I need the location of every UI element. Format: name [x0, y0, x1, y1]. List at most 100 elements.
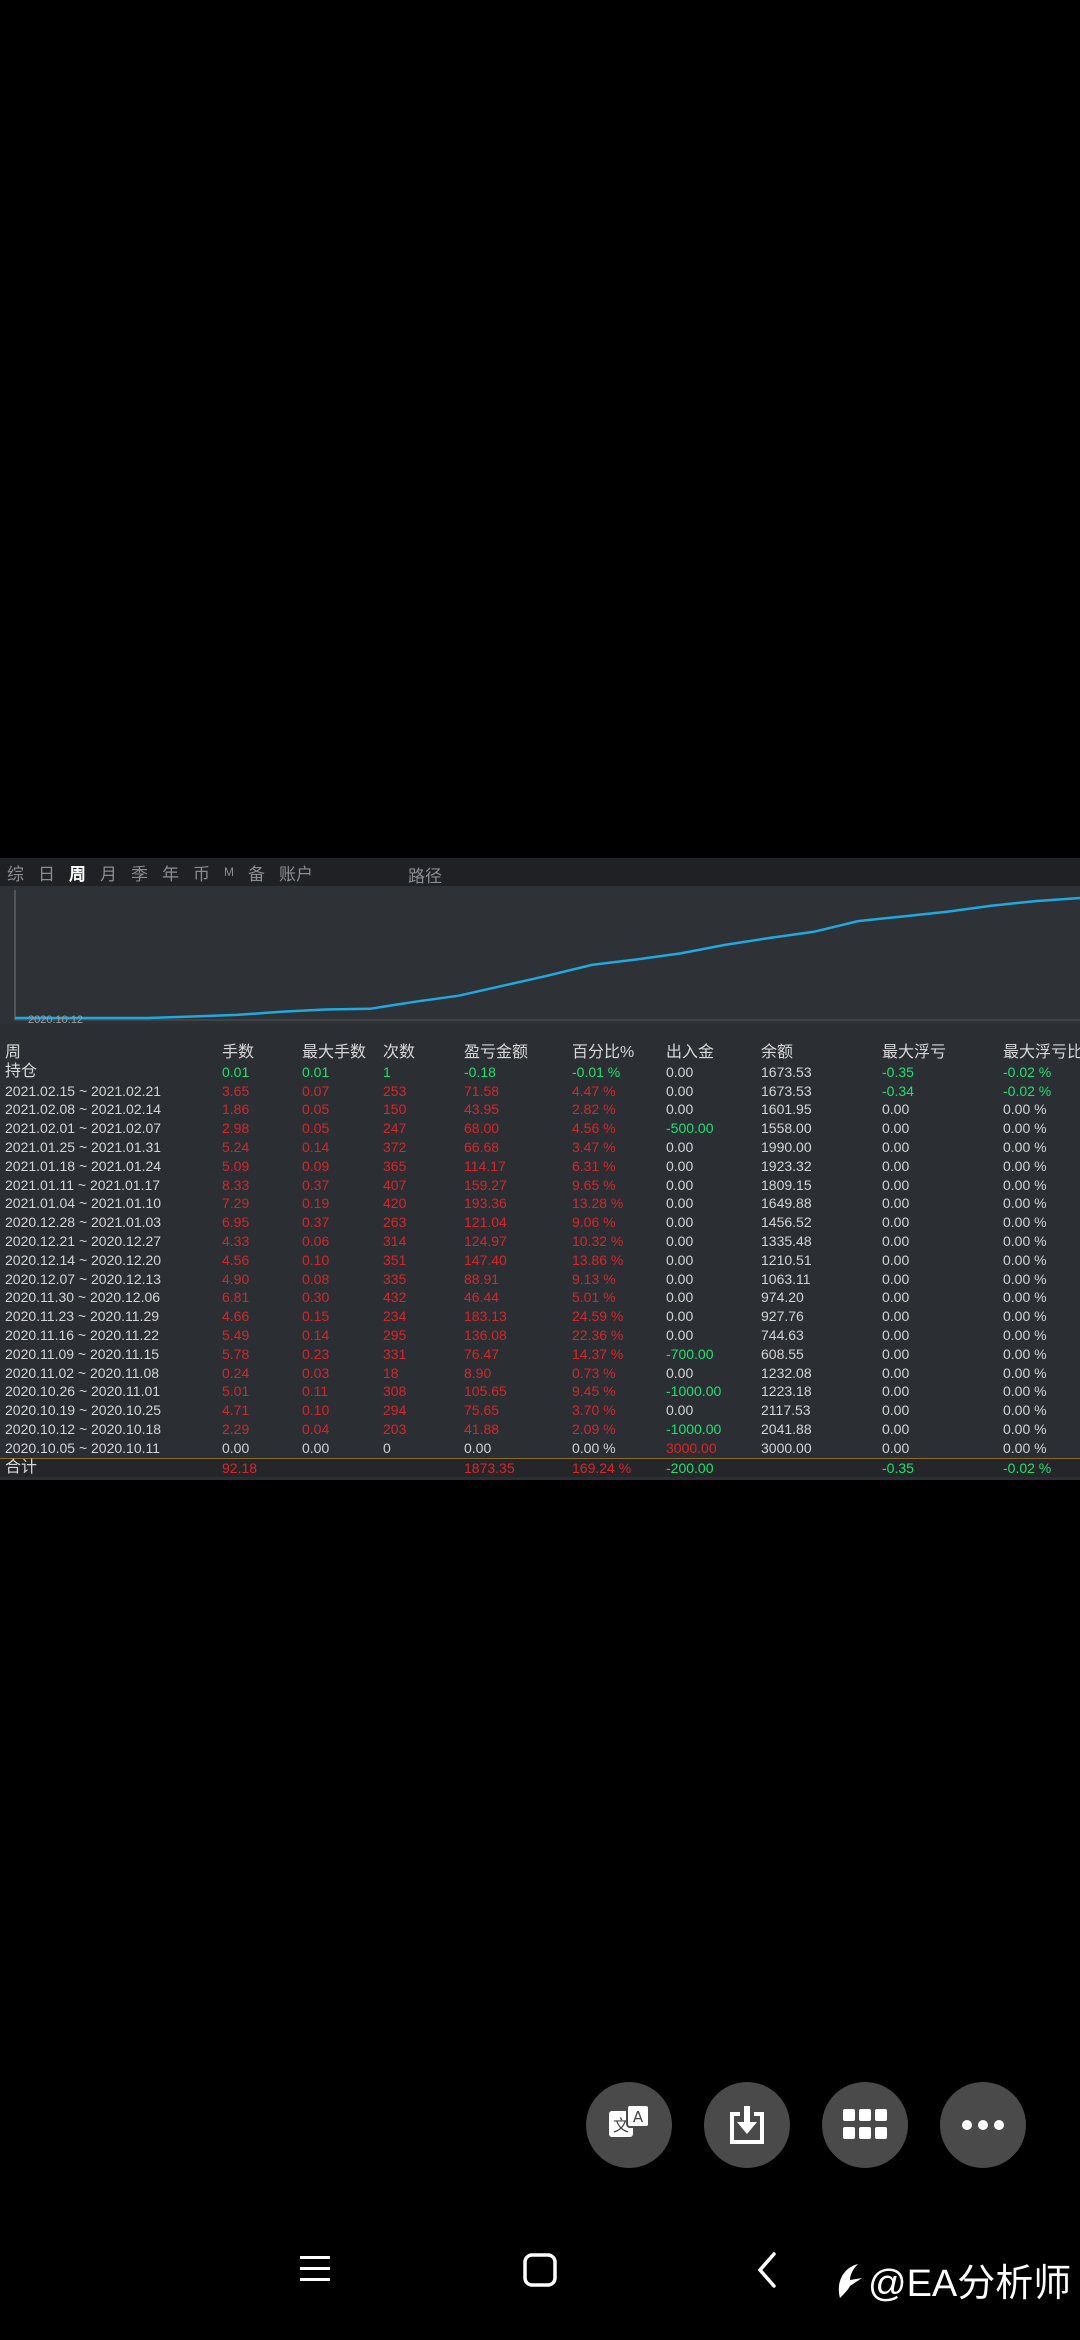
- table-cell: 0.37: [302, 1214, 330, 1231]
- position-row[interactable]: 持仓 0.01 0.01 1 -0.18 -0.01 % 0.00 1673.53 -0.35 -…: [0, 1063, 1080, 1082]
- tab-2[interactable]: 周: [69, 864, 86, 884]
- table-cell: 121.04: [464, 1214, 507, 1231]
- svg-text:A: A: [633, 2108, 644, 2126]
- table-cell: 0.24: [222, 1364, 250, 1381]
- column-header: 手数: [222, 1044, 255, 1061]
- chart-start-date: 2020.10.12: [28, 1014, 84, 1026]
- translate-icon: 文 A: [609, 2104, 650, 2137]
- table-cell: 4.33: [222, 1232, 250, 1249]
- tab-6[interactable]: 币: [193, 864, 210, 884]
- table-row[interactable]: 2021.02.01 ~ 2021.02.07 2.98 0.05 247 68.00 4…: [0, 1119, 1080, 1138]
- apps-button[interactable]: [822, 2082, 908, 2168]
- table-cell: 2021.01.25 ~ 2021.01.31: [5, 1138, 162, 1155]
- table-row[interactable]: 2020.11.02 ~ 2020.11.08 0.24 0.03 18 8.90 0.7…: [0, 1364, 1080, 1383]
- table-cell: 0.00: [666, 1176, 694, 1193]
- table-row[interactable]: 2020.12.21 ~ 2020.12.27 4.33 0.06 314 124.97…: [0, 1232, 1080, 1251]
- table-cell: 0.00: [882, 1195, 910, 1212]
- watermark: @EA分析师: [832, 2252, 1071, 2307]
- table-cell: 0.01: [302, 1063, 330, 1080]
- table-row[interactable]: 2020.10.26 ~ 2020.11.01 5.01 0.11 308 105.65…: [0, 1382, 1080, 1401]
- table-row[interactable]: 2020.10.12 ~ 2020.10.18 2.29 0.04 203 41.88 2…: [0, 1420, 1080, 1439]
- table-row[interactable]: 2020.11.16 ~ 2020.11.22 5.49 0.14 295 136.08…: [0, 1326, 1080, 1345]
- table-cell: 0.01: [222, 1063, 250, 1080]
- table-cell: 0.09: [302, 1157, 330, 1174]
- save-button[interactable]: [704, 2082, 790, 2168]
- table-cell: 8.90: [464, 1364, 492, 1381]
- table-row[interactable]: 2021.01.18 ~ 2021.01.24 5.09 0.09 365 114.17…: [0, 1157, 1080, 1176]
- table-cell: 0.00: [882, 1157, 910, 1174]
- table-cell: 75.65: [464, 1402, 500, 1419]
- table-cell: 331: [383, 1345, 407, 1362]
- table-cell: 365: [383, 1157, 407, 1174]
- table-cell: 0.05: [302, 1120, 330, 1137]
- total-pnl: 1873.35: [464, 1459, 515, 1476]
- table-cell: 2021.02.01 ~ 2021.02.07: [5, 1120, 162, 1137]
- table-cell: 22.36 %: [572, 1326, 624, 1343]
- home-icon[interactable]: [522, 2252, 558, 2288]
- tab-3[interactable]: 月: [100, 864, 117, 884]
- table-header: 周 手数 最大手数 次数 盈亏金额 百分比% 出入金 余额 最大浮亏 最大浮亏比: [0, 1044, 1080, 1063]
- table-cell: 136.08: [464, 1326, 507, 1343]
- back-icon[interactable]: [754, 2250, 780, 2290]
- table-cell: 2.29: [222, 1420, 250, 1437]
- tab-5[interactable]: 年: [162, 864, 179, 884]
- table-cell: 0.00: [882, 1176, 910, 1193]
- table-cell: -700.00: [666, 1345, 714, 1362]
- table-cell: 4.47 %: [572, 1082, 616, 1099]
- table-cell: 0.00: [882, 1402, 910, 1419]
- table-cell: 46.44: [464, 1289, 500, 1306]
- table-cell: 0.00: [666, 1063, 694, 1080]
- table-cell: 744.63: [761, 1326, 804, 1343]
- tab-1[interactable]: 日: [38, 864, 55, 884]
- table-cell: 335: [383, 1270, 407, 1287]
- table-row[interactable]: 2021.01.04 ~ 2021.01.10 7.29 0.19 420 193.36…: [0, 1194, 1080, 1213]
- table-cell: 608.55: [761, 1345, 804, 1362]
- table-row[interactable]: 2020.12.28 ~ 2021.01.03 6.95 0.37 263 121.04…: [0, 1213, 1080, 1232]
- table-cell: 0.00: [666, 1289, 694, 1306]
- table-cell: 7.29: [222, 1195, 250, 1212]
- trading-report-panel: 综日周月季年币 M 备账户 路径 2020.10.12 周手数 最大手数 次数 盈亏金额百…: [0, 858, 1080, 1480]
- table-row[interactable]: 2021.01.11 ~ 2021.01.17 8.33 0.37 407 159.27…: [0, 1176, 1080, 1195]
- table-cell: 76.47: [464, 1345, 500, 1362]
- tab-8[interactable]: 备: [248, 864, 265, 884]
- tab-path[interactable]: 路径: [408, 867, 442, 886]
- table-cell: -1000.00: [666, 1420, 722, 1437]
- more-button[interactable]: [940, 2082, 1026, 2168]
- table-cell: 13.28 %: [572, 1195, 624, 1212]
- table-cell: -0.02 %: [1003, 1082, 1052, 1099]
- table-row[interactable]: 2020.11.23 ~ 2020.11.29 4.66 0.15 234 183.13…: [0, 1307, 1080, 1326]
- menu-icon[interactable]: [298, 2252, 334, 2286]
- table-cell: 5.09: [222, 1157, 250, 1174]
- table-cell: 0.10: [302, 1402, 330, 1419]
- table-cell: 0.00 %: [1003, 1138, 1047, 1155]
- translate-button[interactable]: 文 A: [586, 2082, 672, 2168]
- table-cell: 314: [383, 1232, 407, 1249]
- table-row[interactable]: 2021.02.15 ~ 2021.02.21 3.65 0.07 253 71.58 4…: [0, 1082, 1080, 1101]
- table-row[interactable]: 2020.12.07 ~ 2020.12.13 4.90 0.08 335 88.91 9…: [0, 1270, 1080, 1289]
- weekly-stats-table: 周 手数 最大手数 次数 盈亏金额 百分比% 出入金 余额 最大浮亏 最大浮亏比 持仓 0.01 0.0…: [0, 1044, 1080, 1478]
- tab-7[interactable]: M: [224, 865, 234, 879]
- table-row[interactable]: 2020.10.05 ~ 2020.10.11 0.00 0.00 0 0.00 0.00…: [0, 1439, 1080, 1458]
- table-cell: 3000.00: [666, 1439, 717, 1456]
- table-cell: 105.65: [464, 1383, 507, 1400]
- table-row[interactable]: 2020.10.19 ~ 2020.10.25 4.71 0.10 294 75.65 3…: [0, 1401, 1080, 1420]
- table-row[interactable]: 2020.12.14 ~ 2020.12.20 4.56 0.10 351 147.40…: [0, 1251, 1080, 1270]
- table-row[interactable]: 2021.01.25 ~ 2021.01.31 5.24 0.14 372 66.68 3…: [0, 1138, 1080, 1157]
- tab-9[interactable]: 账户: [279, 864, 313, 884]
- table-cell: 372: [383, 1138, 407, 1155]
- tab-4[interactable]: 季: [131, 864, 148, 884]
- table-cell: 253: [383, 1082, 407, 1099]
- table-row[interactable]: 2021.02.08 ~ 2021.02.14 1.86 0.05 150 43.95 2…: [0, 1100, 1080, 1119]
- table-cell: 0: [383, 1439, 391, 1456]
- table-cell: 5.01 %: [572, 1289, 616, 1306]
- table-row[interactable]: 2020.11.30 ~ 2020.12.06 6.81 0.30 432 46.44 5…: [0, 1288, 1080, 1307]
- system-nav-bar: [0, 2230, 1080, 2320]
- tab-0[interactable]: 综: [7, 864, 24, 884]
- table-cell: 2020.10.12 ~ 2020.10.18: [5, 1420, 162, 1437]
- table-row[interactable]: 2020.11.09 ~ 2020.11.15 5.78 0.23 331 76.47 1…: [0, 1345, 1080, 1364]
- table-cell: 6.95: [222, 1214, 250, 1231]
- position-label: 持仓: [5, 1062, 38, 1080]
- table-cell: 0.00 %: [1003, 1289, 1047, 1306]
- table-cell: 2.98: [222, 1120, 250, 1137]
- table-cell: 68.00: [464, 1120, 500, 1137]
